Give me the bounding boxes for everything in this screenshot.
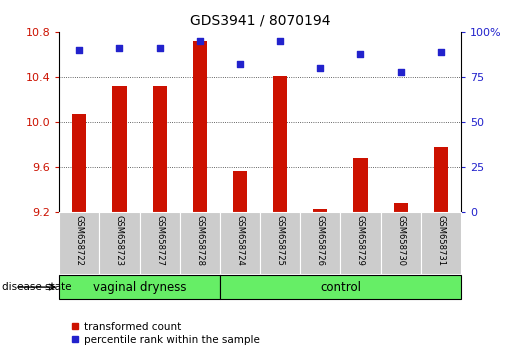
Text: GSM658722: GSM658722 xyxy=(75,215,84,266)
Point xyxy=(156,45,164,51)
Text: GSM658724: GSM658724 xyxy=(235,215,245,266)
Text: control: control xyxy=(320,281,361,293)
Text: GSM658731: GSM658731 xyxy=(436,215,445,266)
Point xyxy=(276,38,284,44)
Text: GSM658728: GSM658728 xyxy=(195,215,204,266)
Bar xyxy=(434,147,448,212)
Text: vaginal dryness: vaginal dryness xyxy=(93,281,186,293)
Point xyxy=(356,51,365,56)
Bar xyxy=(193,41,207,212)
Legend: transformed count, percentile rank within the sample: transformed count, percentile rank withi… xyxy=(67,317,264,349)
Bar xyxy=(340,212,381,274)
Bar xyxy=(99,212,140,274)
Point xyxy=(75,47,83,53)
Text: GSM658729: GSM658729 xyxy=(356,215,365,266)
Bar xyxy=(353,158,368,212)
Text: GSM658726: GSM658726 xyxy=(316,215,325,266)
Bar xyxy=(220,275,461,299)
Text: GSM658730: GSM658730 xyxy=(396,215,405,266)
Bar xyxy=(260,212,300,274)
Text: GSM658723: GSM658723 xyxy=(115,215,124,266)
Bar xyxy=(59,212,99,274)
Bar xyxy=(381,212,421,274)
Point xyxy=(236,62,244,67)
Bar xyxy=(140,212,180,274)
Bar xyxy=(300,212,340,274)
Bar xyxy=(112,86,127,212)
Title: GDS3941 / 8070194: GDS3941 / 8070194 xyxy=(190,14,330,28)
Bar xyxy=(233,171,247,212)
Point xyxy=(316,65,324,71)
Bar xyxy=(220,212,260,274)
Point xyxy=(397,69,405,74)
Text: GSM658727: GSM658727 xyxy=(155,215,164,266)
Bar xyxy=(72,114,87,212)
Bar xyxy=(421,212,461,274)
Bar xyxy=(180,212,220,274)
Bar xyxy=(273,76,287,212)
Text: disease state: disease state xyxy=(2,282,71,292)
Bar xyxy=(393,203,408,212)
Point xyxy=(437,49,445,55)
Bar xyxy=(152,86,167,212)
Point xyxy=(115,45,124,51)
Text: GSM658725: GSM658725 xyxy=(276,215,285,266)
Point xyxy=(196,38,204,44)
Bar xyxy=(59,275,220,299)
Bar xyxy=(313,209,328,212)
